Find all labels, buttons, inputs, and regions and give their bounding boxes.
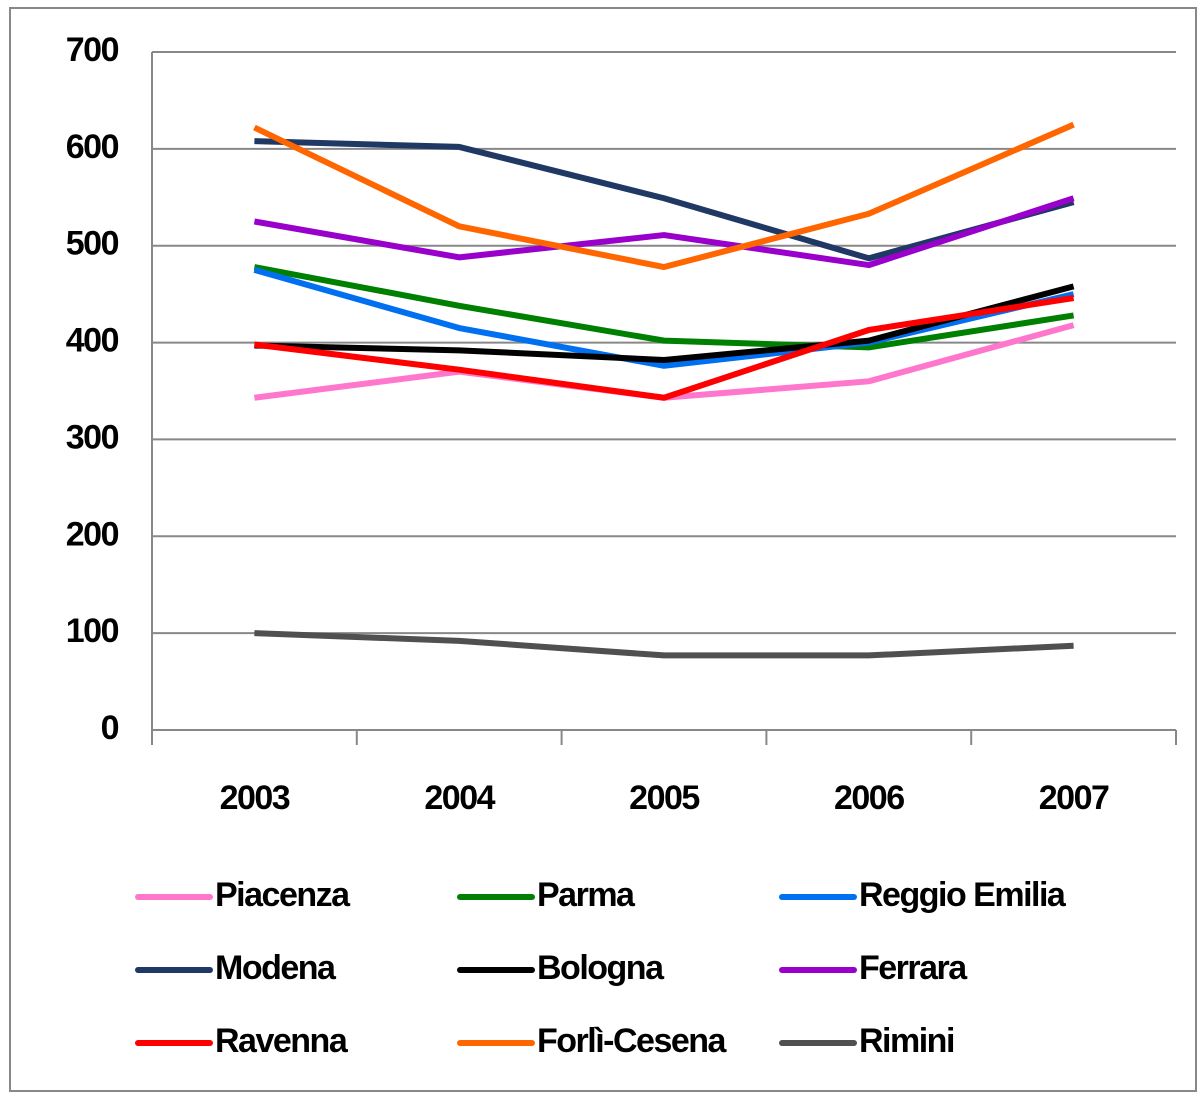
y-tick-label: 100 xyxy=(66,612,119,650)
y-tick-label: 300 xyxy=(66,418,119,456)
y-tick-label: 500 xyxy=(66,225,119,263)
legend-label: Piacenza xyxy=(215,876,351,914)
series-line xyxy=(254,630,1074,659)
series-line xyxy=(254,295,1075,401)
x-tick-label: 2004 xyxy=(424,779,495,817)
y-tick-label: 600 xyxy=(66,128,119,166)
chart-frame xyxy=(9,7,1197,1092)
y-tick-label: 200 xyxy=(66,515,119,553)
series-line xyxy=(253,195,1075,269)
x-tick-label: 2005 xyxy=(629,779,699,817)
y-tick-label: 0 xyxy=(101,709,119,747)
y-tick-label: 700 xyxy=(66,31,119,69)
legend-label: Ferrara xyxy=(859,949,968,987)
legend-label: Parma xyxy=(537,876,636,914)
series-line xyxy=(254,283,1075,364)
x-tick-label: 2006 xyxy=(834,779,904,817)
legend-label: Forlì-Cesena xyxy=(537,1022,728,1060)
series-line xyxy=(253,121,1075,271)
legend-label: Bologna xyxy=(537,949,665,987)
legend-label: Rimini xyxy=(859,1022,954,1060)
series-line xyxy=(254,138,1075,262)
series-line xyxy=(253,267,1075,369)
legend-label: Modena xyxy=(215,949,337,987)
x-tick-label: 2007 xyxy=(1039,779,1109,817)
legend-label: Reggio Emilia xyxy=(859,876,1067,914)
series-line xyxy=(253,264,1075,351)
x-tick-label: 2003 xyxy=(220,779,290,817)
legend-label: Ravenna xyxy=(215,1022,349,1060)
y-tick-label: 400 xyxy=(66,322,119,360)
